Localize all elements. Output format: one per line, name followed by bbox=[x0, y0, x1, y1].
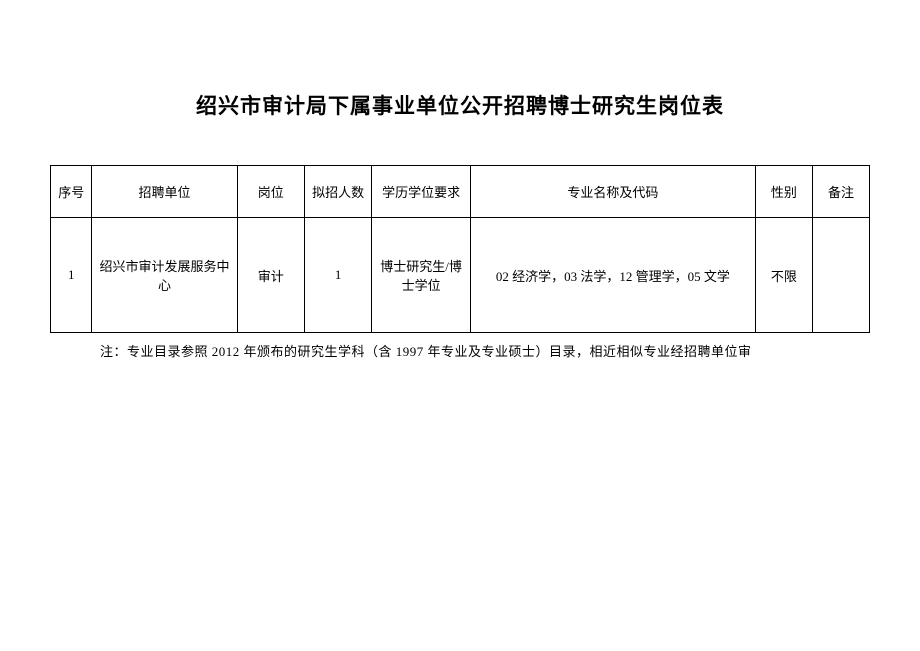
header-count: 拟招人数 bbox=[304, 166, 371, 218]
header-position: 岗位 bbox=[237, 166, 304, 218]
cell-unit: 绍兴市审计发展服务中心 bbox=[92, 218, 237, 333]
cell-remark bbox=[812, 218, 869, 333]
header-education: 学历学位要求 bbox=[372, 166, 470, 218]
cell-seq: 1 bbox=[51, 218, 92, 333]
positions-table: 序号 招聘单位 岗位 拟招人数 学历学位要求 专业名称及代码 性别 备注 1 绍… bbox=[50, 165, 870, 333]
document-container: 绍兴市审计局下属事业单位公开招聘博士研究生岗位表 序号 招聘单位 岗位 拟招人数… bbox=[0, 0, 920, 360]
header-unit: 招聘单位 bbox=[92, 166, 237, 218]
cell-education: 博士研究生/博士学位 bbox=[372, 218, 470, 333]
document-title: 绍兴市审计局下属事业单位公开招聘博士研究生岗位表 bbox=[50, 90, 870, 120]
cell-position: 审计 bbox=[237, 218, 304, 333]
cell-major: 02 经济学，03 法学，12 管理学，05 文学 bbox=[470, 218, 755, 333]
table-row: 1 绍兴市审计发展服务中心 审计 1 博士研究生/博士学位 02 经济学，03 … bbox=[51, 218, 870, 333]
header-gender: 性别 bbox=[755, 166, 812, 218]
cell-gender: 不限 bbox=[755, 218, 812, 333]
header-seq: 序号 bbox=[51, 166, 92, 218]
footnote: 注：专业目录参照 2012 年颁布的研究生学科（含 1997 年专业及专业硕士）… bbox=[50, 341, 870, 360]
cell-count: 1 bbox=[304, 218, 371, 333]
table-header-row: 序号 招聘单位 岗位 拟招人数 学历学位要求 专业名称及代码 性别 备注 bbox=[51, 166, 870, 218]
header-remark: 备注 bbox=[812, 166, 869, 218]
header-major: 专业名称及代码 bbox=[470, 166, 755, 218]
